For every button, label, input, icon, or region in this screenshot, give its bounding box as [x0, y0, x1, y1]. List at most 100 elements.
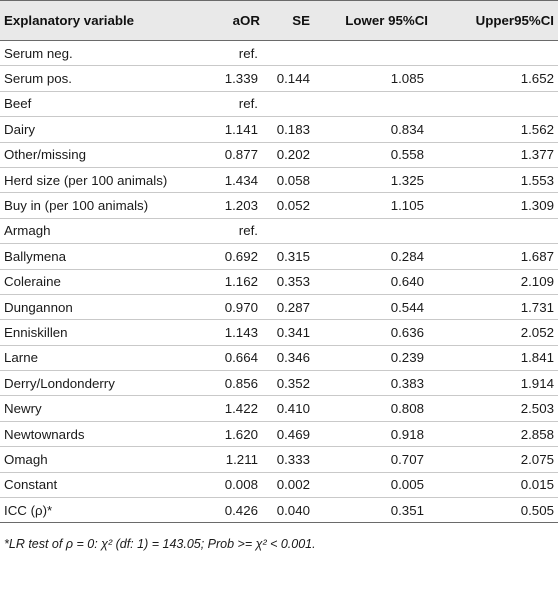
cell-aor: ref. [194, 218, 264, 245]
cell-lower-ci: 0.834 [320, 116, 434, 143]
table-row: Buy in (per 100 animals) 1.203 0.052 1.105 1… [0, 192, 558, 219]
cell-upper-ci: 1.377 [434, 142, 558, 168]
cell-se [264, 40, 320, 67]
table-row: Enniskillen 1.143 0.341 0.636 2.052 [0, 319, 558, 346]
cell-variable: Derry/Londonderry [0, 370, 194, 397]
cell-se: 0.352 [264, 370, 320, 397]
cell-se: 0.315 [264, 243, 320, 270]
cell-variable: Herd size (per 100 animals) [0, 167, 194, 194]
cell-lower-ci: 0.005 [320, 472, 434, 499]
cell-lower-ci: 1.105 [320, 192, 434, 219]
table-row: Larne 0.664 0.346 0.239 1.841 [0, 345, 558, 372]
table-row: Armagh ref. [0, 218, 558, 245]
cell-lower-ci: 0.707 [320, 446, 434, 473]
cell-aor: 0.856 [194, 370, 264, 397]
cell-aor: 0.877 [194, 142, 264, 168]
cell-se: 0.333 [264, 446, 320, 473]
cell-se: 0.058 [264, 167, 320, 194]
cell-lower-ci: 1.325 [320, 167, 434, 194]
cell-upper-ci: 2.075 [434, 446, 558, 473]
table-row: Beef ref. [0, 91, 558, 118]
cell-lower-ci: 0.383 [320, 370, 434, 397]
cell-aor: 1.422 [194, 395, 264, 422]
cell-variable: Other/missing [0, 142, 194, 168]
cell-upper-ci: 1.652 [434, 65, 558, 92]
cell-lower-ci: 0.239 [320, 345, 434, 372]
cell-lower-ci: 0.636 [320, 319, 434, 346]
cell-variable: ICC (ρ)* [0, 497, 194, 524]
cell-upper-ci: 1.562 [434, 116, 558, 143]
cell-upper-ci: 1.553 [434, 167, 558, 194]
cell-se [264, 218, 320, 245]
cell-se: 0.346 [264, 345, 320, 372]
cell-lower-ci: 0.284 [320, 243, 434, 270]
header-lower-ci: Lower 95%CI [320, 0, 434, 41]
cell-aor: 1.339 [194, 65, 264, 92]
cell-variable: Omagh [0, 446, 194, 473]
header-aor: aOR [194, 0, 264, 41]
header-se: SE [264, 0, 320, 41]
cell-upper-ci: 0.015 [434, 472, 558, 499]
cell-se: 0.040 [264, 497, 320, 524]
cell-variable: Buy in (per 100 animals) [0, 192, 194, 219]
cell-aor: 0.426 [194, 497, 264, 524]
table-row: Omagh 1.211 0.333 0.707 2.075 [0, 446, 558, 473]
table-row: Serum neg. ref. [0, 40, 558, 67]
cell-variable: Dairy [0, 116, 194, 143]
cell-se: 0.353 [264, 269, 320, 295]
cell-variable: Coleraine [0, 269, 194, 295]
cell-aor: 1.162 [194, 269, 264, 295]
cell-se: 0.287 [264, 294, 320, 321]
cell-lower-ci [320, 218, 434, 245]
table-row: Other/missing 0.877 0.202 0.558 1.377 [0, 142, 558, 168]
header-upper-ci: Upper95%CI [434, 0, 558, 41]
cell-aor: 1.141 [194, 116, 264, 143]
cell-se: 0.341 [264, 319, 320, 346]
cell-lower-ci: 0.808 [320, 395, 434, 422]
table-header: Explanatory variable aOR SE Lower 95%CI … [0, 0, 558, 41]
table-row: Derry/Londonderry 0.856 0.352 0.383 1.914 [0, 370, 558, 397]
cell-aor: 1.434 [194, 167, 264, 194]
cell-variable: Constant [0, 472, 194, 499]
cell-upper-ci: 2.858 [434, 421, 558, 448]
cell-aor: 1.211 [194, 446, 264, 473]
cell-lower-ci [320, 40, 434, 67]
cell-se: 0.183 [264, 116, 320, 143]
cell-variable: Ballymena [0, 243, 194, 270]
cell-upper-ci: 1.687 [434, 243, 558, 270]
cell-se: 0.410 [264, 395, 320, 422]
cell-variable: Beef [0, 91, 194, 118]
table-row: Constant 0.008 0.002 0.005 0.015 [0, 472, 558, 499]
cell-aor: 0.692 [194, 243, 264, 270]
table-row: Herd size (per 100 animals) 1.434 0.058 1.3… [0, 167, 558, 194]
cell-lower-ci: 0.640 [320, 269, 434, 295]
cell-variable: Newry [0, 395, 194, 422]
cell-upper-ci: 1.841 [434, 345, 558, 372]
cell-se: 0.144 [264, 65, 320, 92]
cell-variable: Larne [0, 345, 194, 372]
header-explanatory-variable: Explanatory variable [0, 0, 194, 41]
cell-variable: Armagh [0, 218, 194, 245]
table-row: Dairy 1.141 0.183 0.834 1.562 [0, 116, 558, 143]
cell-aor: ref. [194, 40, 264, 67]
table-footnote: *LR test of ρ = 0: χ² (df: 1) = 143.05; … [4, 537, 316, 552]
table-row: Ballymena 0.692 0.315 0.284 1.687 [0, 243, 558, 270]
cell-aor: 0.664 [194, 345, 264, 372]
table-body: Serum neg. ref. Serum pos. 1.339 0.144 1.085 1… [0, 40, 558, 524]
cell-lower-ci: 0.544 [320, 294, 434, 321]
table-row: Coleraine 1.162 0.353 0.640 2.109 [0, 269, 558, 295]
cell-lower-ci: 0.351 [320, 497, 434, 524]
cell-variable: Enniskillen [0, 319, 194, 346]
table-row: ICC (ρ)* 0.426 0.040 0.351 0.505 [0, 497, 558, 524]
cell-upper-ci: 2.109 [434, 269, 558, 295]
cell-se [264, 91, 320, 118]
cell-aor: ref. [194, 91, 264, 118]
regression-table-container: Explanatory variable aOR SE Lower 95%CI … [0, 0, 558, 551]
cell-variable: Dungannon [0, 294, 194, 321]
cell-aor: 1.143 [194, 319, 264, 346]
cell-upper-ci [434, 218, 558, 245]
table-row: Newtownards 1.620 0.469 0.918 2.858 [0, 421, 558, 448]
table-row: Serum pos. 1.339 0.144 1.085 1.652 [0, 65, 558, 92]
regression-results-table: Explanatory variable aOR SE Lower 95%CI … [0, 0, 558, 524]
cell-aor: 0.970 [194, 294, 264, 321]
